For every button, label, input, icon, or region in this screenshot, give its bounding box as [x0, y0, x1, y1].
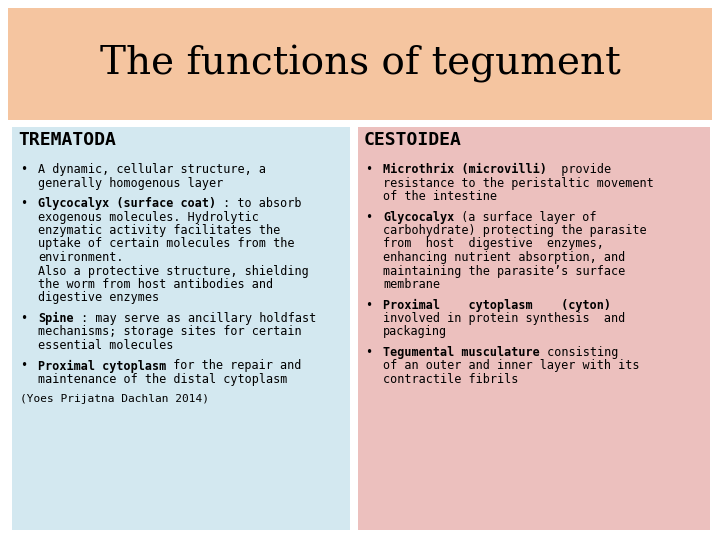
Text: environment.: environment. — [38, 251, 124, 264]
Text: Glycocalyx (surface coat): Glycocalyx (surface coat) — [38, 197, 216, 210]
Text: •: • — [20, 163, 27, 176]
Text: CESTOIDEA: CESTOIDEA — [364, 131, 462, 149]
Bar — [358, 127, 710, 530]
Text: •: • — [20, 197, 27, 210]
Text: for the repair and: for the repair and — [166, 360, 302, 373]
Text: packaging: packaging — [383, 326, 447, 339]
Bar — [8, 8, 712, 120]
Text: provide: provide — [547, 163, 611, 176]
Text: The functions of tegument: The functions of tegument — [99, 45, 621, 83]
Text: membrane: membrane — [383, 278, 440, 291]
Text: involved in protein synthesis  and: involved in protein synthesis and — [383, 312, 625, 325]
Text: Glycocalyx: Glycocalyx — [383, 211, 454, 224]
Text: carbohydrate) protecting the parasite: carbohydrate) protecting the parasite — [383, 224, 647, 237]
Text: essential molecules: essential molecules — [38, 339, 174, 352]
Text: uptake of certain molecules from the: uptake of certain molecules from the — [38, 238, 294, 251]
Text: (Yoes Prijatna Dachlan 2014): (Yoes Prijatna Dachlan 2014) — [20, 394, 209, 403]
Text: digestive enzymes: digestive enzymes — [38, 292, 159, 305]
Text: TREMATODA: TREMATODA — [18, 131, 116, 149]
Text: •: • — [20, 312, 27, 325]
Text: of the intestine: of the intestine — [383, 190, 497, 203]
Text: the worm from host antibodies and: the worm from host antibodies and — [38, 278, 273, 291]
Text: contractile fibrils: contractile fibrils — [383, 373, 518, 386]
Text: consisting: consisting — [540, 346, 618, 359]
Text: Microthrix (microvilli): Microthrix (microvilli) — [383, 163, 547, 176]
Bar — [12, 127, 350, 530]
Text: of an outer and inner layer with its: of an outer and inner layer with its — [383, 360, 639, 373]
Text: enzymatic activity facilitates the: enzymatic activity facilitates the — [38, 224, 280, 237]
Text: enhancing nutrient absorption, and: enhancing nutrient absorption, and — [383, 251, 625, 264]
Text: Proximal cytoplasm: Proximal cytoplasm — [38, 360, 166, 373]
Text: •: • — [365, 163, 372, 176]
Text: •: • — [20, 360, 27, 373]
Text: generally homogenous layer: generally homogenous layer — [38, 177, 223, 190]
Text: mechanisms; storage sites for certain: mechanisms; storage sites for certain — [38, 326, 302, 339]
Text: Also a protective structure, shielding: Also a protective structure, shielding — [38, 265, 309, 278]
Text: •: • — [365, 346, 372, 359]
Text: (a surface layer of: (a surface layer of — [454, 211, 597, 224]
Text: A dynamic, cellular structure, a: A dynamic, cellular structure, a — [38, 163, 266, 176]
Text: •: • — [365, 211, 372, 224]
Text: •: • — [365, 299, 372, 312]
Text: resistance to the peristaltic movement: resistance to the peristaltic movement — [383, 177, 654, 190]
Text: maintenance of the distal cytoplasm: maintenance of the distal cytoplasm — [38, 373, 287, 386]
Text: from  host  digestive  enzymes,: from host digestive enzymes, — [383, 238, 604, 251]
Text: Tegumental musculature: Tegumental musculature — [383, 346, 540, 359]
Text: exogenous molecules. Hydrolytic: exogenous molecules. Hydrolytic — [38, 211, 259, 224]
Text: : may serve as ancillary holdfast: : may serve as ancillary holdfast — [73, 312, 316, 325]
Text: Proximal    cytoplasm    (cyton): Proximal cytoplasm (cyton) — [383, 299, 611, 312]
Text: maintaining the parasite’s surface: maintaining the parasite’s surface — [383, 265, 625, 278]
Text: Spine: Spine — [38, 312, 73, 325]
Text: : to absorb: : to absorb — [216, 197, 302, 210]
